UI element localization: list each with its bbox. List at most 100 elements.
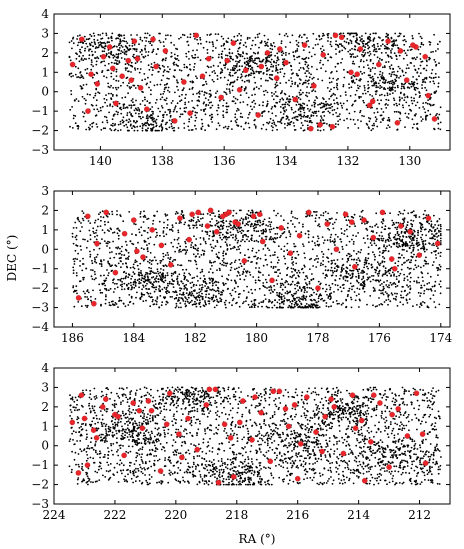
background-point [165, 233, 168, 236]
background-point [134, 278, 137, 281]
background-point [237, 53, 240, 55]
background-point [146, 231, 149, 234]
background-point [213, 281, 216, 284]
background-point [215, 92, 217, 94]
background-point [279, 82, 282, 84]
background-point [138, 112, 140, 115]
background-point [420, 230, 422, 233]
background-point [169, 110, 172, 113]
background-point [228, 236, 231, 239]
background-point [199, 290, 202, 293]
background-point [92, 32, 95, 35]
background-point [377, 82, 380, 85]
background-point [373, 43, 375, 46]
background-point [268, 299, 270, 301]
background-point [216, 222, 218, 225]
background-point [165, 303, 167, 306]
background-point [173, 108, 176, 111]
background-point [236, 98, 239, 101]
background-point [140, 279, 143, 282]
background-point [352, 74, 355, 77]
background-point [131, 288, 133, 290]
background-point [329, 43, 332, 46]
background-point [425, 59, 428, 62]
background-point [107, 37, 110, 40]
background-point [212, 64, 215, 67]
background-point [432, 242, 435, 245]
background-point [210, 261, 213, 264]
background-point [276, 261, 279, 264]
background-point [142, 221, 145, 223]
background-point [161, 301, 164, 304]
background-point [395, 74, 397, 77]
background-point [109, 103, 112, 106]
background-point [297, 269, 300, 272]
background-point [192, 93, 195, 96]
background-point [341, 49, 344, 52]
background-point [240, 125, 243, 128]
background-point [333, 259, 335, 262]
background-point [371, 124, 374, 127]
background-point [126, 112, 129, 114]
background-point [303, 252, 306, 255]
background-point [303, 297, 305, 300]
background-point [242, 51, 244, 54]
background-point [290, 69, 293, 71]
background-point [266, 67, 268, 70]
background-point [302, 91, 304, 94]
background-point [270, 286, 273, 289]
background-point [156, 296, 159, 298]
background-point [80, 86, 83, 88]
background-point [344, 47, 347, 50]
background-point [184, 221, 187, 224]
background-point [139, 262, 142, 265]
background-point [250, 222, 253, 225]
background-point [359, 109, 362, 112]
background-point [163, 297, 166, 300]
background-point [79, 230, 82, 233]
background-point [124, 107, 127, 109]
background-point [258, 87, 260, 90]
background-point [345, 41, 348, 44]
background-point [390, 275, 392, 277]
background-point [278, 33, 281, 36]
background-point [82, 276, 84, 279]
background-point [144, 122, 147, 124]
background-point [218, 292, 220, 295]
background-point [198, 256, 201, 258]
background-point [245, 270, 247, 273]
y-tick-label: −1 [31, 104, 49, 118]
background-point [130, 104, 133, 107]
background-point [401, 254, 403, 256]
background-point [302, 287, 305, 289]
background-point [371, 75, 374, 78]
background-point [330, 45, 333, 48]
background-point [139, 38, 142, 41]
background-point [385, 61, 387, 64]
background-point [110, 37, 113, 39]
background-point [147, 117, 149, 120]
background-point [255, 70, 258, 73]
background-point [340, 61, 342, 64]
background-point [193, 276, 196, 279]
background-point [192, 68, 195, 71]
background-point [150, 44, 153, 47]
background-point [127, 276, 130, 279]
background-point [202, 213, 205, 216]
background-point [170, 55, 173, 58]
background-point [125, 119, 128, 122]
background-point [287, 122, 290, 125]
background-point [78, 60, 81, 63]
background-point [274, 83, 277, 86]
background-point [407, 212, 410, 215]
background-point [317, 129, 319, 132]
background-point [374, 224, 376, 227]
y-tick-label: 3 [41, 26, 49, 40]
background-point [302, 245, 305, 248]
background-point [120, 254, 123, 256]
background-point [409, 62, 412, 64]
background-point [155, 286, 158, 288]
background-point [103, 97, 106, 100]
background-point [430, 51, 432, 53]
background-point [291, 80, 293, 83]
